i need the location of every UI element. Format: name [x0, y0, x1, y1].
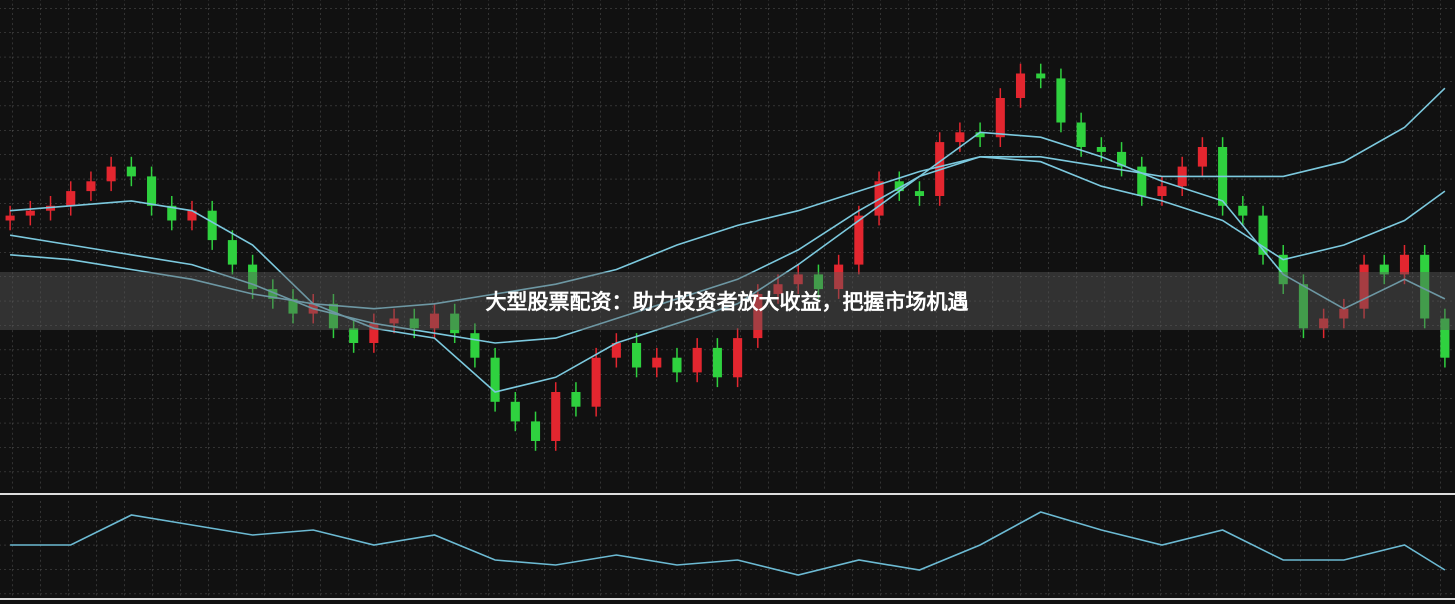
candle-body: [834, 264, 844, 290]
candle-body: [1238, 205, 1248, 216]
candle-body: [5, 215, 15, 221]
candle-body: [854, 215, 864, 265]
candle-body: [1319, 318, 1329, 329]
candle-body: [1015, 73, 1026, 98]
candle-body: [510, 401, 520, 422]
candle-body: [369, 323, 379, 343]
candle-body: [450, 313, 460, 334]
candle-body: [187, 210, 197, 221]
candle-body: [591, 357, 601, 407]
candle-body: [672, 357, 682, 373]
candle-body: [530, 421, 541, 441]
candle-body: [813, 274, 823, 290]
candle-body: [1036, 73, 1046, 79]
candle-body: [692, 347, 702, 373]
oscillator-line: [10, 511, 1446, 576]
candle-body: [773, 284, 783, 294]
title: 大型股票配资：助力投资者放大收益，把握市场机遇: [486, 290, 969, 314]
candle-body: [571, 392, 581, 407]
grid: [0, 498, 1455, 596]
candle-body: [207, 210, 217, 241]
candle-body: [106, 166, 116, 182]
candle-body: [1258, 215, 1268, 255]
candle-body: [66, 191, 76, 206]
title-band: [0, 272, 1455, 330]
candle-body: [652, 357, 662, 368]
candle-body: [86, 181, 96, 192]
candle-body: [914, 191, 925, 196]
candle-body: [1157, 186, 1167, 196]
candle-body: [632, 343, 642, 368]
candle-body: [1096, 147, 1106, 152]
candle-body: [1076, 122, 1086, 147]
candle-body: [1197, 147, 1207, 167]
candle-body: [25, 210, 35, 216]
candle-body: [470, 333, 480, 358]
candle-body: [288, 298, 298, 314]
candle-body: [147, 176, 157, 206]
candle-body: [389, 318, 399, 324]
candle-body: [349, 328, 359, 343]
price-panel: [5, 63, 1450, 451]
candle-body: [1278, 254, 1288, 285]
candle-body: [167, 205, 177, 221]
candle-body: [712, 347, 722, 378]
candle-body: [733, 338, 743, 378]
grid: [0, 0, 1455, 490]
candle-body: [894, 181, 904, 192]
candle-body: [1359, 264, 1369, 309]
candle-body: [793, 274, 803, 285]
candle-body: [551, 392, 561, 441]
moving-average: [9, 155, 1446, 344]
candle-body: [995, 98, 1005, 138]
candle-body: [409, 318, 419, 329]
candle-body: [1440, 318, 1450, 358]
candle-body: [126, 166, 136, 177]
candle-body: [1379, 264, 1389, 275]
moving-average: [10, 131, 1446, 393]
candle-body: [1298, 284, 1308, 329]
moving-average: [10, 87, 1446, 310]
candle-body: [328, 303, 338, 329]
candle-body: [1137, 166, 1147, 196]
oscillator-panel: [10, 511, 1446, 576]
candle-body: [268, 289, 278, 299]
candle-body: [1420, 254, 1430, 319]
candle-body: [1399, 254, 1410, 275]
candle-body: [45, 205, 56, 211]
candle-body: [1056, 78, 1066, 123]
candle-body: [490, 357, 500, 402]
candle-body: [753, 294, 763, 339]
candle-body: [611, 343, 621, 358]
candle-body: [955, 132, 965, 143]
candle-body: [227, 240, 237, 265]
candle-body: [248, 264, 258, 290]
candle-body: [1339, 308, 1349, 319]
candle-body: [1117, 151, 1127, 167]
candle-body: [429, 313, 440, 329]
candle-body: [975, 132, 985, 138]
